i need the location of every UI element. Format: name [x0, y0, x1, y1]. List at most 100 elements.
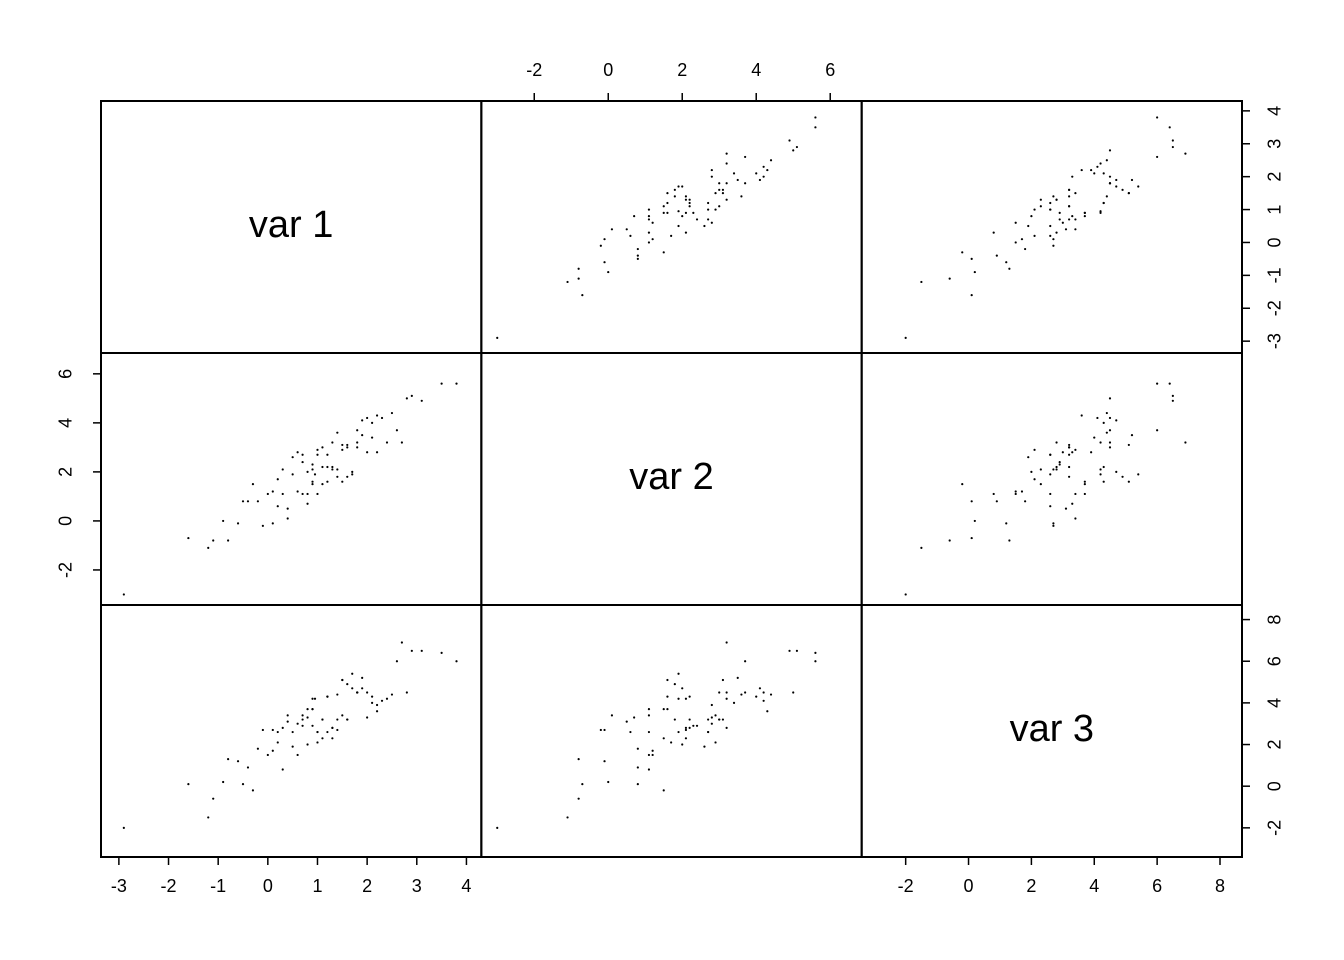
point [1102, 172, 1105, 175]
point [662, 205, 665, 208]
point [1074, 192, 1077, 195]
point [1099, 162, 1102, 165]
point [707, 718, 710, 721]
point [714, 208, 717, 211]
point [1168, 126, 1171, 129]
point [1049, 234, 1052, 237]
point [744, 155, 747, 159]
point [666, 695, 669, 698]
point [666, 192, 669, 195]
point [296, 451, 299, 454]
point [736, 676, 739, 679]
point [636, 766, 639, 769]
point [1108, 175, 1112, 178]
point [725, 726, 728, 729]
point [651, 749, 654, 752]
point [341, 714, 344, 717]
point [692, 211, 695, 214]
y-tick-label: -2 [1265, 300, 1285, 316]
point [948, 539, 951, 542]
point [647, 241, 651, 244]
point [1064, 228, 1068, 231]
point [695, 218, 699, 221]
point [1058, 460, 1061, 464]
point [1105, 411, 1108, 415]
point [281, 768, 284, 771]
point [684, 726, 688, 729]
point [1171, 394, 1174, 397]
point [577, 758, 580, 761]
point [336, 475, 339, 478]
point [904, 336, 907, 339]
point [261, 728, 264, 732]
point [1068, 446, 1071, 449]
point [316, 741, 319, 744]
point [681, 185, 684, 188]
point [331, 441, 334, 444]
y-tick-label: 6 [1265, 656, 1285, 666]
point [1108, 416, 1112, 420]
point [301, 492, 304, 496]
point [316, 730, 319, 734]
point [792, 149, 795, 152]
point [1058, 463, 1061, 466]
point [677, 697, 680, 700]
point [1184, 441, 1187, 444]
point [725, 182, 728, 185]
point [762, 175, 765, 178]
point [1014, 221, 1017, 224]
point [1105, 159, 1108, 162]
point [814, 116, 817, 119]
point [566, 280, 569, 284]
point [291, 456, 294, 459]
point [496, 826, 499, 829]
point [707, 208, 710, 211]
x-tick-label: 6 [825, 60, 835, 80]
point [1093, 172, 1096, 175]
point [1121, 475, 1124, 478]
point [718, 182, 721, 185]
point [1102, 421, 1105, 424]
point [684, 211, 688, 214]
point [256, 500, 259, 503]
point [1093, 436, 1096, 439]
point [370, 436, 374, 439]
point [1055, 231, 1058, 234]
point [440, 651, 443, 655]
point [316, 448, 319, 451]
point [992, 492, 995, 496]
point [920, 280, 923, 284]
point [1049, 224, 1052, 228]
point [766, 168, 769, 172]
point [187, 536, 190, 540]
point [1008, 267, 1011, 270]
point [755, 695, 758, 698]
point [710, 175, 713, 178]
point [651, 238, 654, 241]
point [681, 687, 684, 690]
point [251, 483, 255, 486]
point [1090, 168, 1093, 172]
point [710, 703, 713, 707]
point [1027, 224, 1030, 228]
point [236, 760, 240, 763]
point [758, 687, 762, 690]
point [769, 159, 773, 162]
point [721, 192, 725, 195]
point [326, 695, 329, 698]
y-tick-label: 4 [1265, 106, 1285, 116]
point [266, 753, 269, 757]
point [970, 293, 973, 297]
point [603, 261, 606, 264]
point [1049, 505, 1052, 508]
point [647, 730, 651, 734]
point [440, 382, 443, 385]
point [207, 816, 210, 819]
y-tick-label: 3 [1265, 139, 1285, 149]
point [581, 293, 584, 297]
point [336, 728, 339, 732]
point [212, 539, 215, 542]
point [707, 201, 710, 205]
y-tick-label: -2 [56, 562, 76, 578]
point [1033, 448, 1036, 451]
